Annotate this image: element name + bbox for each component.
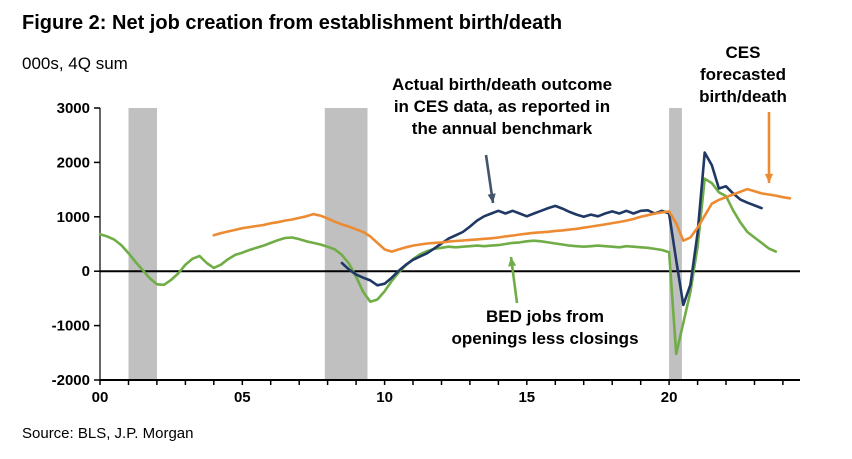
arrow-bed-jobs-head <box>508 257 517 267</box>
arrow-ces-forecast-head <box>764 173 774 183</box>
series-line-2 <box>212 187 792 253</box>
y-axis-units-label: 000s, 4Q sum <box>22 54 128 73</box>
annotation-line: in CES data, as reported in <box>393 96 611 116</box>
annotation-line: Actual birth/death outcome <box>391 75 613 94</box>
annotation-line: CES <box>725 43 761 62</box>
x-tick-label: 05 <box>234 389 251 406</box>
annotation-line: openings less closings <box>451 328 639 348</box>
y-tick-label: 0 <box>82 263 90 280</box>
source-note: Source: BLS, J.P. Morgan <box>22 425 194 442</box>
y-tick-label: 2000 <box>57 154 90 171</box>
annotation-line: forecasted <box>700 64 786 84</box>
annotation-line: BED jobs from <box>485 307 605 326</box>
x-tick-label: 15 <box>518 389 535 406</box>
series-line-1 <box>340 151 763 307</box>
annotation-bed-jobs: BED jobs from openings less closings <box>418 306 672 350</box>
recession-band <box>324 108 368 380</box>
arrow-ces-actual-head <box>487 193 496 203</box>
recession-band <box>128 108 157 380</box>
series-line-0 <box>98 177 778 356</box>
x-tick-label: 20 <box>661 389 678 406</box>
y-tick-label: -1000 <box>52 318 90 335</box>
y-tick-label: 1000 <box>57 209 90 226</box>
annotation-ces-forecast: CES forecasted birth/death <box>664 42 822 107</box>
annotation-line: the annual benchmark <box>411 118 593 138</box>
x-tick-label: 00 <box>92 389 109 406</box>
figure-title: Figure 2: Net job creation from establis… <box>22 12 563 34</box>
y-tick-label: 3000 <box>57 100 90 117</box>
y-tick-label: -2000 <box>52 372 90 389</box>
annotation-line: birth/death <box>699 86 787 106</box>
x-tick-label: 10 <box>376 389 393 406</box>
annotation-ces-actual: Actual birth/death outcome in CES data, … <box>330 74 674 139</box>
